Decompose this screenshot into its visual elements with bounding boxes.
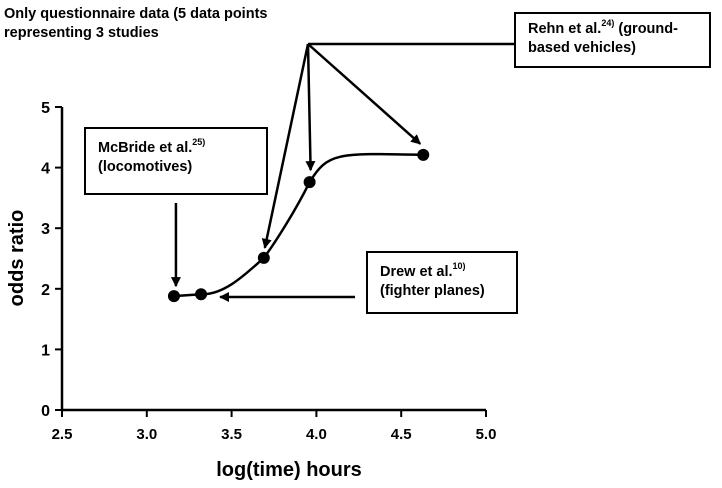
annotation-rehn-ref: 24) [601, 18, 615, 28]
chart-title-line-2: representing 3 studies [4, 25, 159, 41]
data-point [303, 176, 316, 189]
annotation-rehn-author: Rehn et al. [528, 21, 602, 37]
y-tick-label: 0 [41, 403, 50, 420]
x-axis-label: log(time) hours [216, 459, 362, 481]
data-point [417, 148, 430, 161]
y-tick-label: 2 [41, 282, 50, 299]
x-tick-label: 4.0 [306, 426, 327, 443]
x-tick-label: 2.5 [52, 426, 73, 443]
annotation-rehn-line2: based vehicles) [528, 40, 636, 56]
annotation-drew-ref: 10) [452, 261, 466, 271]
y-tick-label: 3 [41, 221, 50, 238]
y-axis-label: odds ratio [6, 210, 28, 307]
annotation-drew-line2: (fighter planes) [380, 283, 485, 299]
x-tick-label: 4.5 [391, 426, 412, 443]
rehn-arrow-to-point-4 [305, 43, 316, 172]
annotation-mcbride-author: McBride et al. [98, 140, 193, 156]
y-tick-label: 4 [41, 161, 50, 178]
annotation-mcbride-ref: 25) [192, 137, 206, 147]
x-tick-label: 3.0 [136, 426, 157, 443]
y-tick-label: 5 [41, 100, 50, 117]
rehn-arrow-to-point-5 [307, 43, 422, 145]
rehn-arrow-to-point-3 [261, 43, 310, 249]
annotation-rehn: Rehn et al.24) (ground- based vehicles) [514, 12, 711, 68]
y-tick-label: 1 [41, 342, 50, 359]
data-point [257, 251, 270, 264]
chart-title: Only questionnaire data (5 data points r… [4, 5, 267, 43]
annotation-mcbride-line2: (locomotives) [98, 159, 193, 175]
annotation-mcbride: McBride et al.25) (locomotives) [84, 127, 268, 195]
chart-title-line-1: Only questionnaire data (5 data points [4, 6, 268, 22]
annotation-rehn-text: (ground- [614, 21, 678, 37]
annotation-drew-author: Drew et al. [380, 264, 453, 280]
x-tick-label: 5.0 [476, 426, 497, 443]
data-point [195, 288, 208, 301]
data-point [167, 290, 180, 303]
x-tick-label: 3.5 [221, 426, 242, 443]
annotation-drew: Drew et al.10) (fighter planes) [366, 251, 518, 314]
